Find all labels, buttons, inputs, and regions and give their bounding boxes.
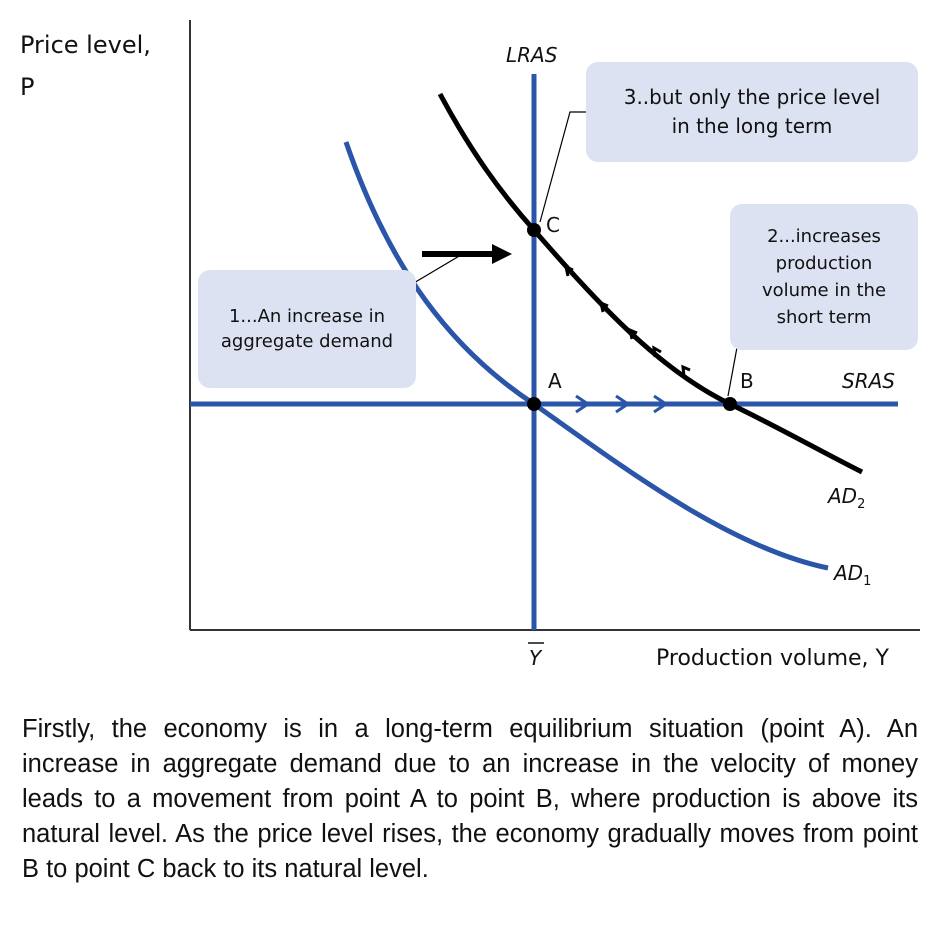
movement-arrow-ab-2 (615, 394, 631, 414)
point-c-label: C (546, 213, 560, 237)
annotation-step2: 2...increases production volume in the s… (730, 204, 918, 350)
point-a (527, 397, 541, 411)
leader-line-step2 (727, 341, 739, 397)
y-axis-label-line1: Price level, (20, 31, 151, 59)
point-b-label: B (740, 369, 754, 393)
movement-arrow-bc-1 (563, 264, 574, 277)
sras-label: SRAS (842, 369, 895, 393)
ad2-label: AD2 (826, 484, 865, 512)
point-b (723, 397, 737, 411)
movement-arrow-ab-3 (653, 394, 669, 414)
annotation-step3-text: 3..but only the price level in the long … (623, 85, 881, 138)
point-a-label: A (548, 369, 562, 393)
annotation-step3: 3..but only the price level in the long … (586, 62, 918, 162)
diagram-canvas: LRAS SRAS A B C AD2 AD1 Y (189, 20, 920, 670)
shift-arrow-head (492, 244, 512, 264)
ad1-label-sub: 1 (863, 574, 871, 589)
movement-arrow-bc-4 (652, 345, 662, 358)
ad1-label: AD1 (832, 561, 871, 589)
movement-arrow-bc-3 (627, 327, 638, 340)
annotation-step2-text: 2...increases production volume in the s… (761, 226, 887, 328)
y-axis-label: Price level, P (20, 24, 151, 108)
ad1-label-base: AD (832, 561, 863, 585)
y-axis-label-line2: P (20, 73, 35, 101)
ad2-label-sub: 2 (857, 497, 865, 512)
ad-as-diagram: LRAS SRAS A B C AD2 AD1 Y Price level, P… (20, 20, 920, 671)
movement-arrow-ab-1 (575, 394, 591, 414)
movement-arrow-bc-2 (598, 300, 609, 313)
annotation-step1-text: 1...An increase in aggregate demand (220, 306, 394, 352)
point-c (527, 223, 541, 237)
lras-label: LRAS (506, 43, 558, 67)
ad2-label-base: AD (826, 484, 857, 508)
x-tick-label: Y (529, 646, 543, 670)
movement-arrow-bc-5 (681, 364, 691, 377)
caption-paragraph: Firstly, the economy is in a long-term e… (22, 715, 918, 883)
x-axis-label: Production volume, Y (656, 646, 889, 671)
annotation-step1: 1...An increase in aggregate demand (198, 270, 416, 388)
